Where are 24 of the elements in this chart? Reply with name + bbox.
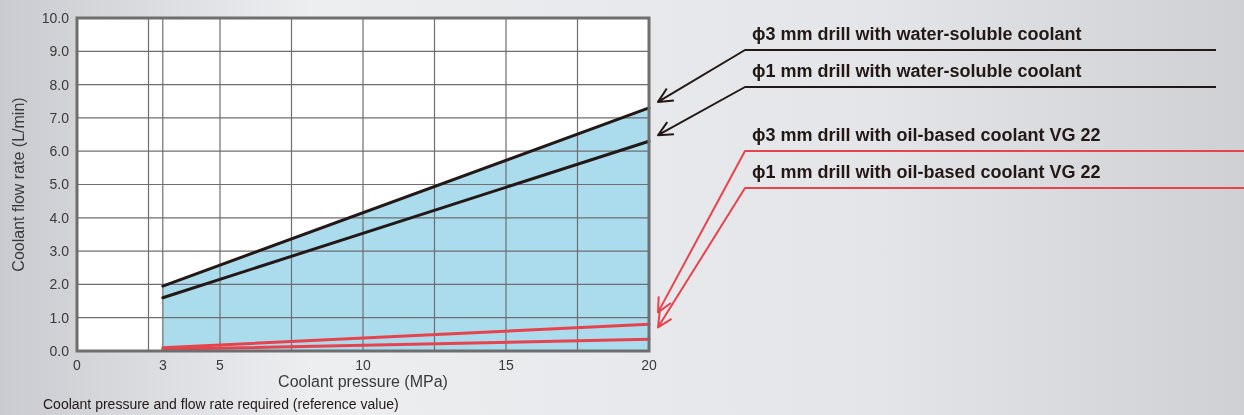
y-tick-label: 3.0 bbox=[49, 243, 70, 259]
y-tick-label: 8.0 bbox=[49, 76, 70, 93]
text: ϕ1 mm drill with oil-based coolant VG 22 bbox=[752, 162, 1101, 182]
y-axis-title: Coolant flow rate (L/min) bbox=[10, 97, 27, 272]
y-tick-label: 0.0 bbox=[49, 342, 70, 359]
x-tick-label: 10 bbox=[355, 357, 371, 373]
y-tick-label: 2.0 bbox=[49, 276, 70, 293]
x-axis-title: Coolant pressure (MPa) bbox=[278, 373, 448, 390]
y-tick-label: 10.0 bbox=[41, 9, 70, 26]
y-tick-label: 7.0 bbox=[49, 109, 70, 126]
text: ϕ1 mm drill with water-soluble coolant bbox=[752, 61, 1082, 81]
y-tick-label: 9.0 bbox=[49, 43, 70, 60]
x-tick-label: 20 bbox=[641, 357, 657, 373]
x-tick-label: 3 bbox=[158, 357, 167, 373]
x-tick-label: 0 bbox=[73, 357, 82, 373]
y-tick-label: 1.0 bbox=[49, 309, 70, 326]
y-tick-label: 6.0 bbox=[49, 143, 70, 160]
text: Coolant pressure and flow rate required (reference value) bbox=[43, 396, 399, 412]
x-tick-label: 15 bbox=[498, 357, 514, 373]
text: ϕ3 mm drill with water-soluble coolant bbox=[752, 24, 1082, 44]
text: ϕ3 mm drill with oil-based coolant VG 22 bbox=[752, 125, 1101, 145]
y-tick-label: 5.0 bbox=[49, 176, 70, 193]
y-tick-label: 4.0 bbox=[49, 209, 70, 226]
x-tick-label: 5 bbox=[216, 357, 225, 373]
